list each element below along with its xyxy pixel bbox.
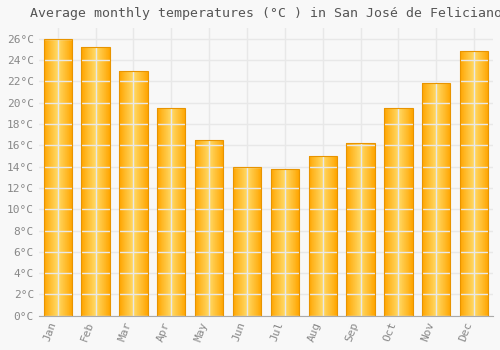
Bar [82, 47, 110, 316]
Bar [157, 108, 186, 316]
Bar [346, 143, 375, 316]
Bar [460, 51, 488, 316]
Bar [195, 140, 224, 316]
Bar [119, 71, 148, 316]
Bar [308, 156, 337, 316]
Bar [233, 167, 261, 316]
Bar [44, 39, 72, 316]
Title: Average monthly temperatures (°C ) in San José de Feliciano: Average monthly temperatures (°C ) in Sa… [30, 7, 500, 20]
Bar [422, 83, 450, 316]
Bar [270, 169, 299, 316]
Bar [384, 108, 412, 316]
